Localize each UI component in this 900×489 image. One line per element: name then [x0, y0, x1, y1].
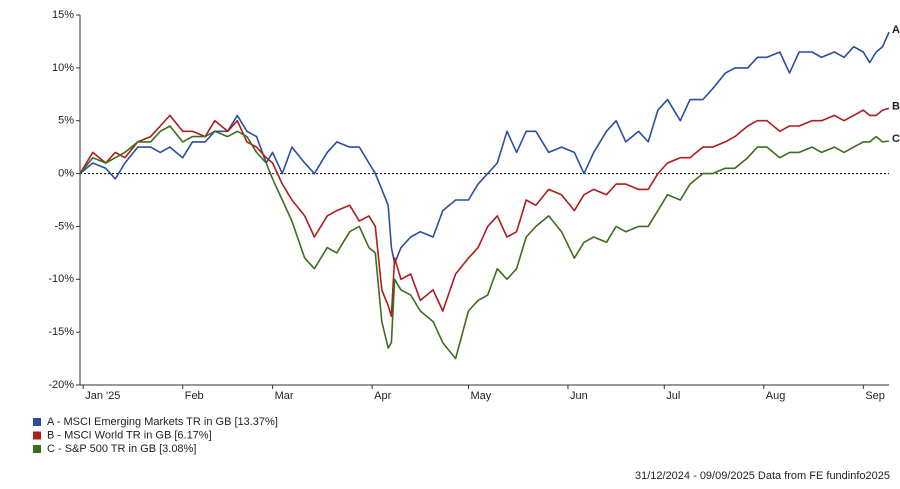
legend-swatch — [33, 445, 41, 453]
series-line — [79, 125, 890, 360]
y-tick-label: 10% — [52, 62, 74, 74]
y-tick-label: 15% — [52, 9, 74, 21]
legend-swatch — [33, 418, 41, 426]
x-tick-label: Jun — [570, 390, 588, 402]
y-tick-label: -20% — [48, 379, 74, 391]
x-tick-label: Apr — [374, 390, 391, 402]
legend-label: C - S&P 500 TR in GB [3.08%] — [47, 443, 196, 455]
x-tick-label: Sep — [865, 390, 885, 402]
x-tick-label: Jan '25 — [85, 390, 120, 402]
y-tick-label: -15% — [48, 326, 74, 338]
legend-label: A - MSCI Emerging Markets TR in GB [13.3… — [47, 416, 278, 428]
x-tick-label: Jul — [666, 390, 680, 402]
footer: 31/12/2024 - 09/09/2025 Data from FE fun… — [635, 470, 890, 482]
end-label: A — [892, 24, 900, 36]
x-tick-label: May — [470, 390, 491, 402]
end-label: C — [892, 133, 900, 145]
legend-label: B - MSCI World TR in GB [6.17%] — [47, 429, 212, 441]
end-label: B — [892, 100, 900, 112]
x-tick-label: Mar — [275, 390, 294, 402]
x-tick-label: Aug — [766, 390, 786, 402]
y-tick-label: 0% — [58, 167, 74, 179]
series-line — [79, 107, 890, 318]
y-tick-label: -10% — [48, 273, 74, 285]
y-tick-label: -5% — [54, 220, 74, 232]
x-tick-label: Feb — [185, 390, 204, 402]
legend-swatch — [33, 431, 41, 440]
y-tick-label: 5% — [58, 115, 74, 127]
series-line — [79, 31, 890, 265]
